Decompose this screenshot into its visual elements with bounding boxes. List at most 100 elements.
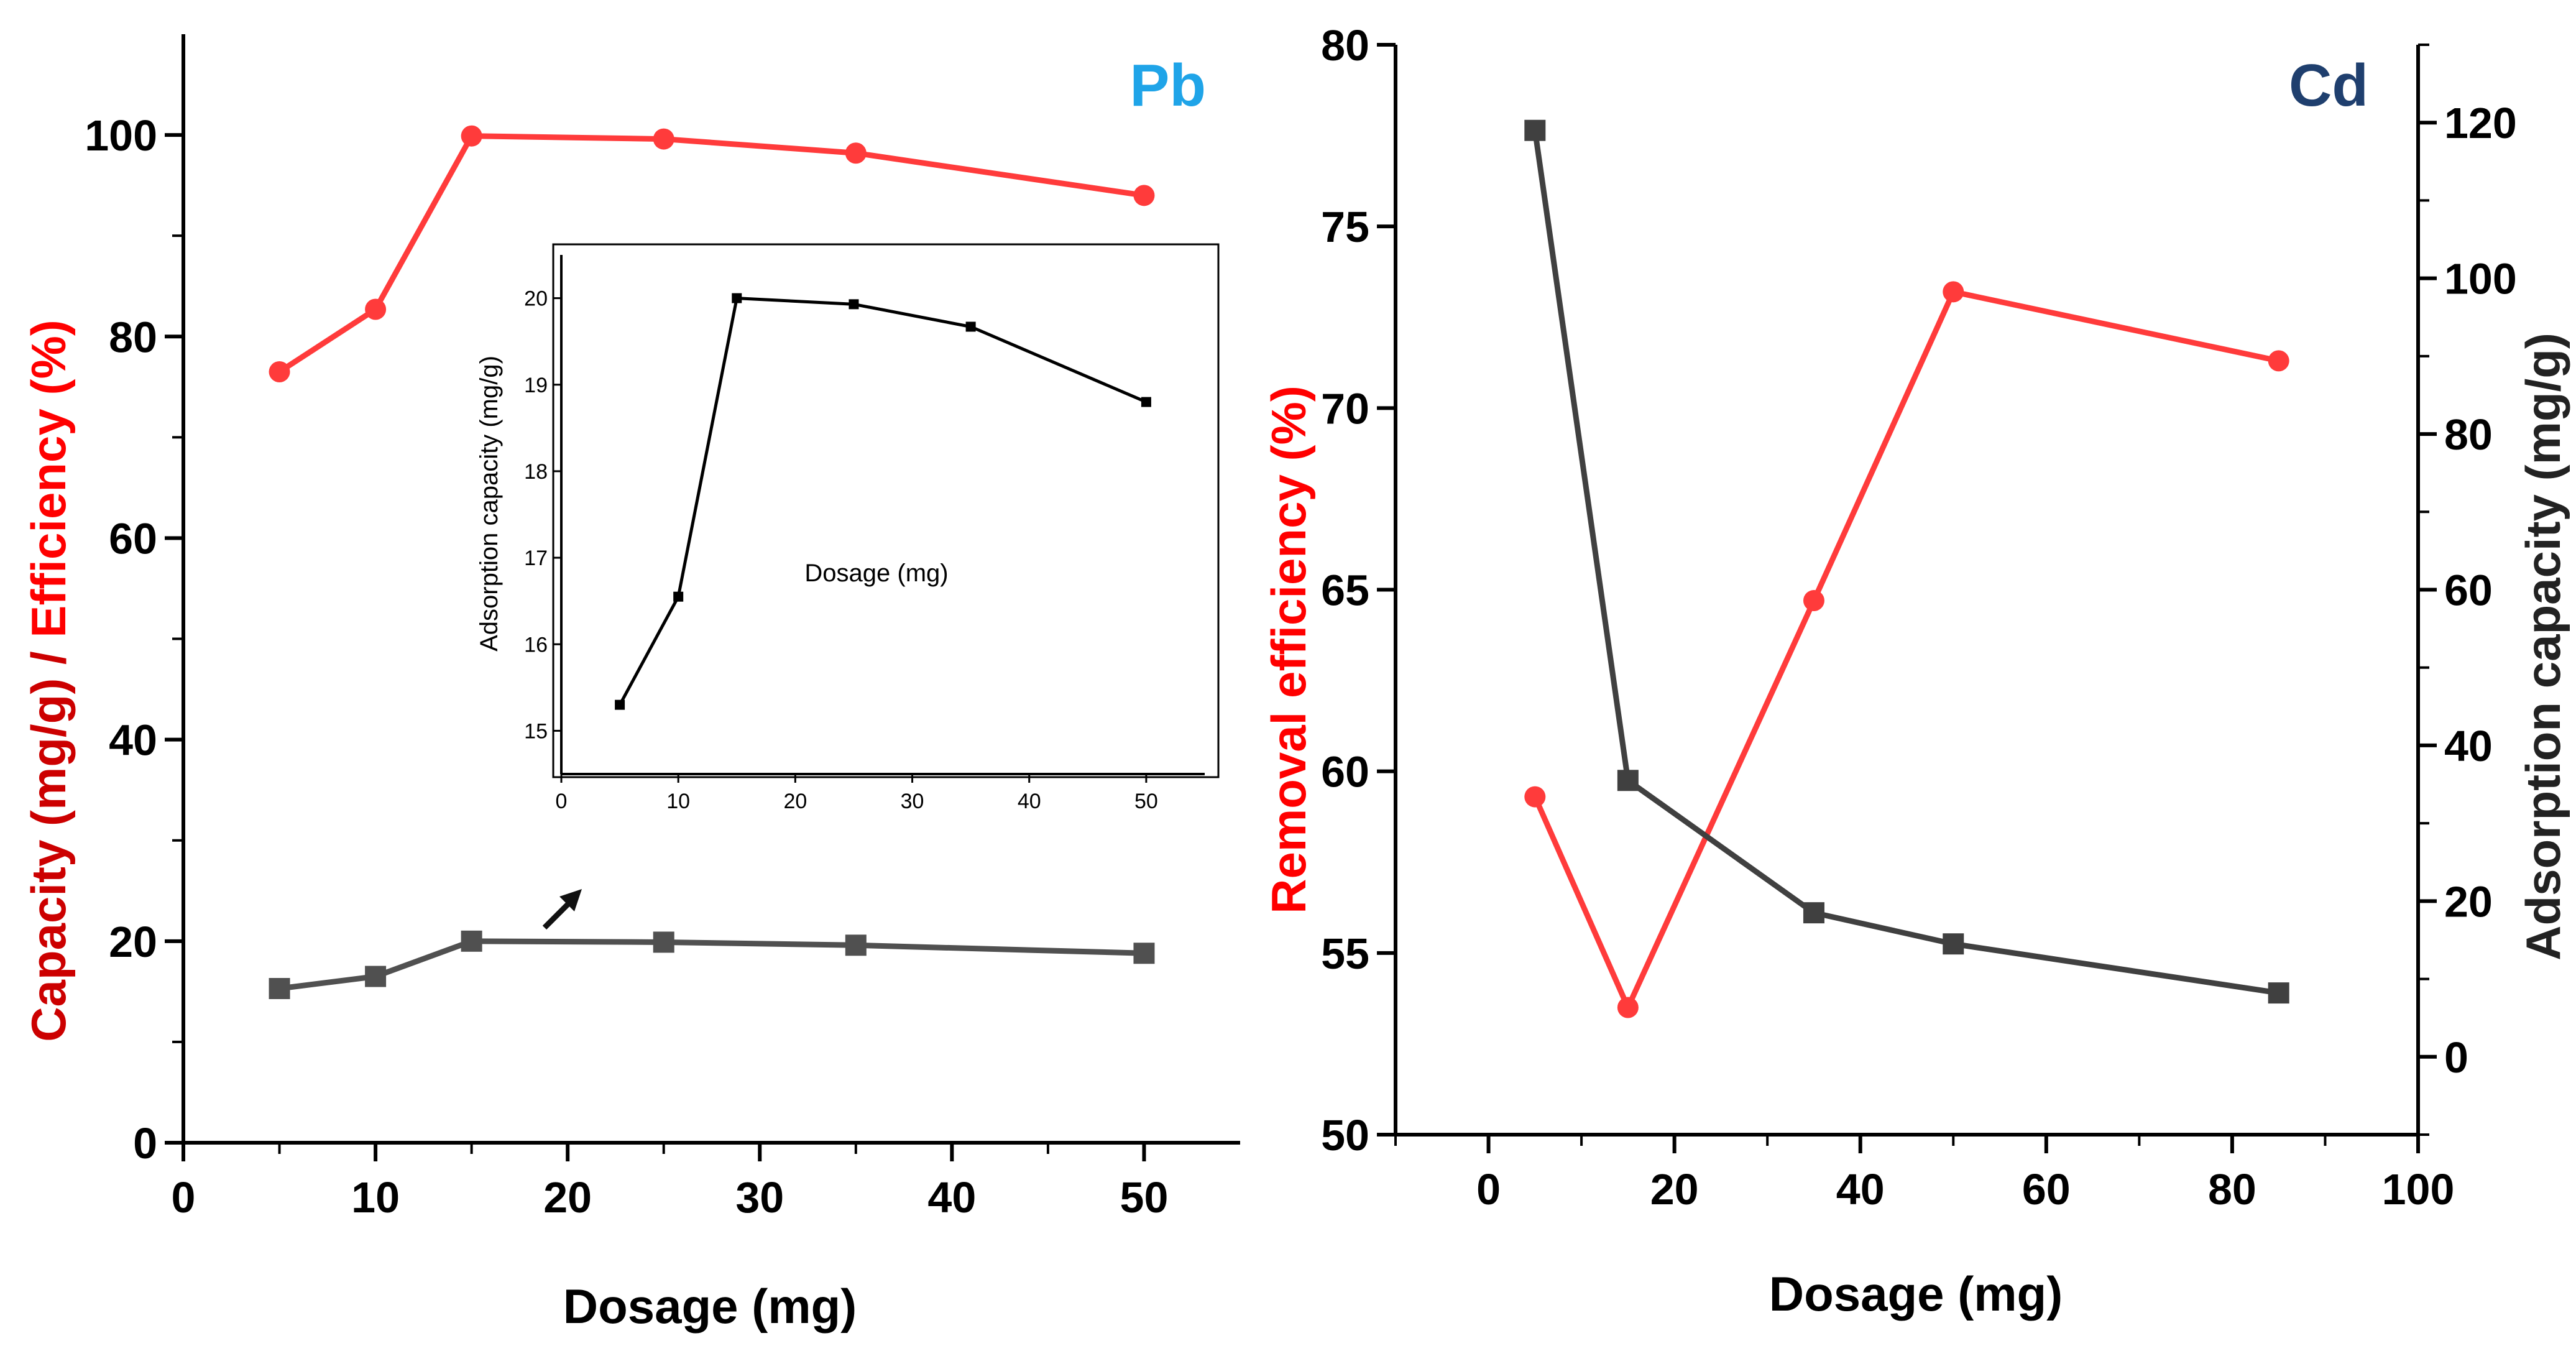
pb-series-0-point xyxy=(365,298,387,320)
cd-left-y-tick-label: 80 xyxy=(1321,21,1369,70)
pb-y-tick-label: 40 xyxy=(109,716,157,765)
pb-series-1-point xyxy=(269,978,290,1000)
pb-y-axis-title-efficiency: Efficiency (%) xyxy=(21,320,76,637)
pb-y-tick-label: 0 xyxy=(133,1119,157,1168)
cd-panel-label: Cd xyxy=(2289,52,2368,119)
cd-series-line-1 xyxy=(1532,130,2279,996)
cd-x-tick-label: 80 xyxy=(2208,1165,2256,1214)
cd-series-line-0 xyxy=(1532,288,2279,1015)
inset-y-axis-title: Adsorption capacity (mg/g) xyxy=(476,356,503,652)
inset-arrow-icon xyxy=(542,889,582,930)
cd-left-y-tick-label: 65 xyxy=(1321,566,1369,615)
inset-y-tick-label: 17 xyxy=(524,546,548,570)
pb-series xyxy=(269,125,1155,1000)
cd-series-1-point xyxy=(2268,982,2289,1004)
inset-y-tick-label: 20 xyxy=(524,287,548,311)
cd-left-y-tick-label: 75 xyxy=(1321,203,1369,251)
pb-x-tick-label: 50 xyxy=(1120,1173,1169,1222)
cd-series-0-point xyxy=(1524,786,1546,808)
pb-inset-chart: 0 10 20 30 40 50 15 16 17 18 19 20 Dosage (mg) Ads… xyxy=(476,243,1220,813)
cd-left-y-ticks: 50 55 60 65 70 75 80 xyxy=(1321,21,1396,1160)
cd-right-y-tick-label: 40 xyxy=(2444,722,2493,770)
pb-series-1-point xyxy=(461,930,482,952)
inset-series-point xyxy=(1141,397,1151,407)
inset-x-axis-title: Dosage (mg) xyxy=(804,560,948,587)
inset-x-tick-label: 0 xyxy=(556,790,568,813)
cd-series-1-point xyxy=(1617,770,1639,791)
inset-series-point xyxy=(849,299,859,310)
inset-y-ticks: 15 16 17 18 19 20 xyxy=(524,287,561,743)
inset-y-tick-label: 19 xyxy=(524,374,548,397)
cd-x-tick-label: 20 xyxy=(1650,1165,1699,1214)
inset-series-line xyxy=(618,296,1147,706)
cd-right-y-axis-title: Adsorption capacity (mg/g) xyxy=(2516,333,2570,961)
inset-x-ticks: 0 10 20 30 40 50 xyxy=(556,774,1158,813)
cd-series-1-point xyxy=(1803,902,1824,924)
cd-series-1-point xyxy=(1943,933,1964,955)
cd-series-0-point xyxy=(1617,997,1639,1018)
pb-axes xyxy=(182,34,1240,1145)
pb-x-tick-label: 20 xyxy=(543,1173,592,1222)
pb-x-tick-label: 30 xyxy=(735,1173,784,1222)
pb-series-0-point xyxy=(653,128,674,150)
pb-y-tick-label: 60 xyxy=(109,514,157,563)
pb-series-0-point xyxy=(845,142,867,164)
cd-left-y-tick-label: 50 xyxy=(1321,1111,1369,1160)
pb-series-line-0 xyxy=(278,133,1145,374)
inset-x-tick-label: 10 xyxy=(666,790,690,813)
pb-series-0-point xyxy=(1133,185,1155,206)
cd-left-y-axis-title: Removal efficiency (%) xyxy=(1261,385,1316,914)
inset-series-point xyxy=(732,293,742,303)
cd-series xyxy=(1524,119,2289,1018)
inset-y-tick-label: 16 xyxy=(524,633,548,657)
pb-y-tick-label: 100 xyxy=(85,111,157,160)
pb-x-tick-label: 0 xyxy=(172,1173,196,1222)
pb-y-axis-title: Capacity (mg/g) / Efficiency (%) xyxy=(21,320,76,1042)
pb-panel-label: Pb xyxy=(1129,52,1206,119)
cd-x-tick-label: 100 xyxy=(2382,1165,2455,1214)
pb-x-tick-label: 40 xyxy=(927,1173,976,1222)
pb-x-axis-title: Dosage (mg) xyxy=(563,1279,857,1334)
cd-right-y-tick-label: 60 xyxy=(2444,566,2493,615)
cd-series-0-point xyxy=(1943,281,1964,303)
cd-x-tick-label: 0 xyxy=(1476,1165,1501,1214)
inset-series xyxy=(615,293,1151,710)
inset-x-tick-label: 50 xyxy=(1134,790,1158,813)
cd-left-y-tick-label: 70 xyxy=(1321,384,1369,433)
pb-x-ticks: 0 10 20 30 40 50 xyxy=(172,1143,1169,1222)
pb-y-tick-label: 20 xyxy=(109,918,157,966)
pb-y-tick-label: 80 xyxy=(109,313,157,361)
cd-chart: 0 20 40 60 80 100 50 55 60 65 70 75 80 0 20 40 60 80 100… xyxy=(1261,21,2570,1321)
inset-x-tick-label: 30 xyxy=(901,790,924,813)
cd-series-1-point xyxy=(1524,119,1546,141)
inset-frame xyxy=(552,243,1220,778)
cd-series-0-point xyxy=(2268,350,2289,372)
pb-y-ticks: 0 20 40 60 80 100 xyxy=(85,111,183,1168)
cd-series-0-point xyxy=(1803,590,1824,612)
cd-x-axis-title: Dosage (mg) xyxy=(1769,1266,2063,1321)
cd-right-y-tick-label: 80 xyxy=(2444,410,2493,459)
pb-series-1-point xyxy=(1133,943,1155,964)
cd-left-y-tick-label: 60 xyxy=(1321,748,1369,796)
inset-x-tick-label: 20 xyxy=(783,790,807,813)
cd-left-y-tick-label: 55 xyxy=(1321,929,1369,978)
inset-y-tick-label: 15 xyxy=(524,719,548,743)
inset-y-tick-label: 18 xyxy=(524,460,548,484)
inset-x-tick-label: 40 xyxy=(1018,790,1041,813)
inset-axes xyxy=(560,255,1205,775)
pb-x-tick-label: 10 xyxy=(351,1173,400,1222)
cd-x-ticks: 0 20 40 60 80 100 xyxy=(1394,1135,2455,1214)
cd-right-y-ticks: 0 20 40 60 80 100 120 xyxy=(2418,44,2517,1136)
cd-right-y-tick-label: 0 xyxy=(2444,1033,2468,1082)
pb-series-line-1 xyxy=(278,938,1144,992)
pb-series-1-point xyxy=(365,966,387,987)
inset-series-point xyxy=(615,699,625,710)
cd-right-y-tick-label: 120 xyxy=(2444,99,2517,147)
cd-x-tick-label: 60 xyxy=(2022,1165,2071,1214)
cd-right-y-tick-label: 100 xyxy=(2444,255,2517,303)
cd-x-tick-label: 40 xyxy=(1836,1165,1885,1214)
inset-series-point xyxy=(965,321,976,332)
inset-series-point xyxy=(673,591,684,602)
